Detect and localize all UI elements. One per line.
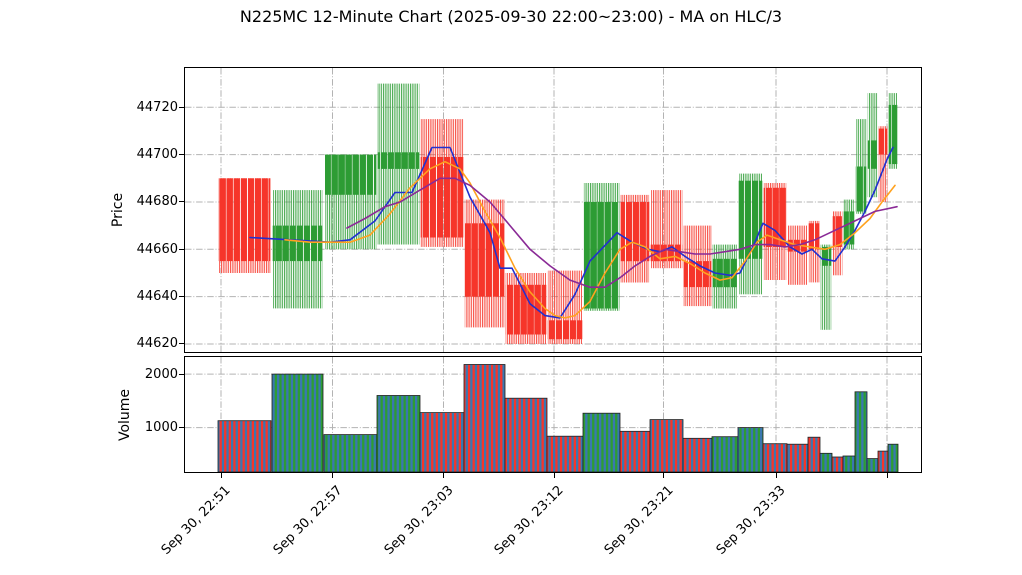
candle-group-range (878, 126, 888, 202)
volume-bar (819, 452, 833, 472)
price-tick-label: 44700 (136, 147, 178, 163)
volume-bar (619, 430, 651, 472)
x-tick-label: Sep 30, 22:51 (158, 483, 234, 558)
volume-bar (842, 455, 856, 472)
volume-bar (546, 435, 584, 472)
tick-mark (663, 473, 664, 478)
chart-title: N225MC 12-Minute Chart (2025-09-30 22:00… (239, 7, 783, 26)
volume-bar (737, 427, 764, 472)
tick-mark (179, 343, 184, 345)
tick-mark (443, 473, 444, 478)
price-axis-label: Price (110, 192, 126, 228)
tick-mark (886, 473, 888, 478)
volume-bar (762, 443, 788, 472)
price-panel (184, 67, 922, 353)
candle-group-body (583, 202, 620, 309)
volume-bar (582, 412, 621, 472)
volume-bar (271, 373, 324, 472)
tick-mark (179, 296, 184, 298)
candle-group-body (763, 187, 787, 247)
candle-group-range (820, 244, 832, 330)
tick-mark (179, 106, 184, 108)
candle-group-range (855, 119, 867, 214)
candle-group-body (738, 180, 763, 259)
volume-bar (323, 434, 378, 472)
volume-tick-label: 2000 (144, 366, 178, 382)
volume-bar (887, 443, 899, 472)
price-tick-label: 44720 (136, 99, 178, 115)
candle-group-body (888, 104, 898, 165)
volume-bar (877, 450, 889, 472)
candle-group-range (787, 225, 808, 285)
volume-bar (831, 456, 844, 472)
x-tick-label: Sep 30, 23:12 (491, 483, 567, 558)
candle-group-body (420, 157, 464, 238)
candle-group-body (620, 202, 650, 262)
x-tick-label: Sep 30, 23:21 (601, 483, 677, 558)
price-tick-label: 44680 (136, 194, 178, 210)
volume-plot (185, 357, 921, 472)
volume-bar (376, 395, 421, 472)
price-tick-label: 44640 (136, 289, 178, 305)
volume-panel (184, 356, 922, 473)
tick-mark (553, 473, 555, 478)
volume-bar (807, 436, 821, 472)
x-tick-label: Sep 30, 23:03 (381, 483, 457, 558)
volume-bar (682, 437, 713, 472)
tick-mark (179, 201, 184, 203)
price-tick-label: 44660 (136, 241, 178, 257)
candle-group-body (650, 244, 683, 262)
candle-group-body (843, 211, 855, 245)
volume-tick-label: 1000 (144, 420, 178, 436)
candle-group-body (324, 154, 377, 195)
candle-group-body (808, 223, 820, 250)
volume-axis-label: Volume (117, 388, 133, 442)
tick-mark (775, 473, 777, 478)
ma-fast-blue-line (249, 146, 894, 319)
candle-group-body (272, 225, 323, 262)
candle-group-body (820, 246, 832, 266)
price-plot (185, 68, 921, 352)
volume-bar (419, 412, 465, 472)
tick-mark (332, 473, 333, 478)
tick-mark (179, 248, 184, 250)
candle-group-body (867, 140, 878, 169)
volume-bar (649, 419, 684, 472)
volume-bar (463, 364, 506, 472)
volume-bar (504, 397, 548, 472)
tick-mark (179, 373, 184, 375)
volume-bar (217, 420, 272, 472)
candle-group-body (878, 128, 888, 155)
candle-group-body (377, 152, 420, 169)
ma-slow-purple-line (346, 177, 898, 288)
candle-group-body (832, 216, 843, 247)
candle-group-body (855, 166, 867, 212)
x-tick-label: Sep 30, 22:57 (270, 483, 346, 558)
tick-mark (179, 154, 184, 156)
volume-bar (711, 436, 739, 472)
tick-mark (220, 473, 222, 478)
x-tick-label: Sep 30, 23:33 (713, 483, 789, 558)
candle-group-body (547, 320, 583, 340)
price-tick-label: 44620 (136, 336, 178, 352)
candle-group-body (218, 178, 271, 262)
volume-bar (854, 391, 868, 472)
candle-group-body (505, 284, 547, 335)
volume-bar (866, 458, 879, 472)
volume-bar (786, 443, 809, 472)
tick-mark (179, 427, 184, 429)
